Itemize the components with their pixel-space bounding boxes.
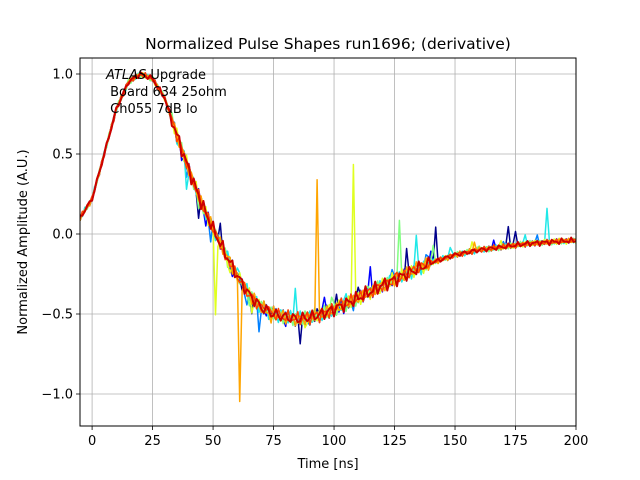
series-line-trace-9: [80, 71, 576, 324]
y-tick-label: 0.0: [52, 228, 73, 243]
x-tick-label: 100: [322, 434, 347, 449]
series-group: [80, 71, 576, 403]
annotation-line-1: ATLAS Upgrade: [105, 68, 206, 83]
plot-area: [80, 71, 576, 403]
y-tick-label: −0.5: [41, 308, 73, 323]
annotation-upgrade: Upgrade: [146, 68, 206, 83]
x-axis: 0 25 50 75 100 125 150 175 200: [88, 426, 588, 449]
y-axis: −1.0 −0.5 0.0 0.5 1.0: [41, 68, 80, 403]
annotation-line-3: Ch055 7dB lo: [106, 102, 198, 117]
atlas-label: ATLAS: [105, 68, 146, 83]
chart-title: Normalized Pulse Shapes run1696; (deriva…: [145, 35, 511, 53]
x-tick-label: 200: [564, 434, 589, 449]
x-tick-label: 25: [144, 434, 161, 449]
x-tick-label: 0: [88, 434, 96, 449]
y-tick-label: 0.5: [52, 148, 73, 163]
x-tick-label: 150: [443, 434, 468, 449]
y-tick-label: −1.0: [41, 388, 73, 403]
x-tick-label: 125: [382, 434, 407, 449]
y-axis-label: Normalized Amplitude (A.U.): [16, 149, 31, 334]
x-tick-label: 175: [503, 434, 528, 449]
annotation-line-2: Board 634 25ohm: [106, 85, 227, 100]
y-tick-label: 1.0: [52, 68, 73, 83]
x-axis-label: Time [ns]: [296, 457, 358, 472]
x-tick-label: 75: [265, 434, 282, 449]
annotation: ATLAS Upgrade Board 634 25ohm Ch055 7dB …: [105, 68, 227, 117]
axes-frame: [79, 57, 577, 427]
x-tick-label: 50: [205, 434, 222, 449]
